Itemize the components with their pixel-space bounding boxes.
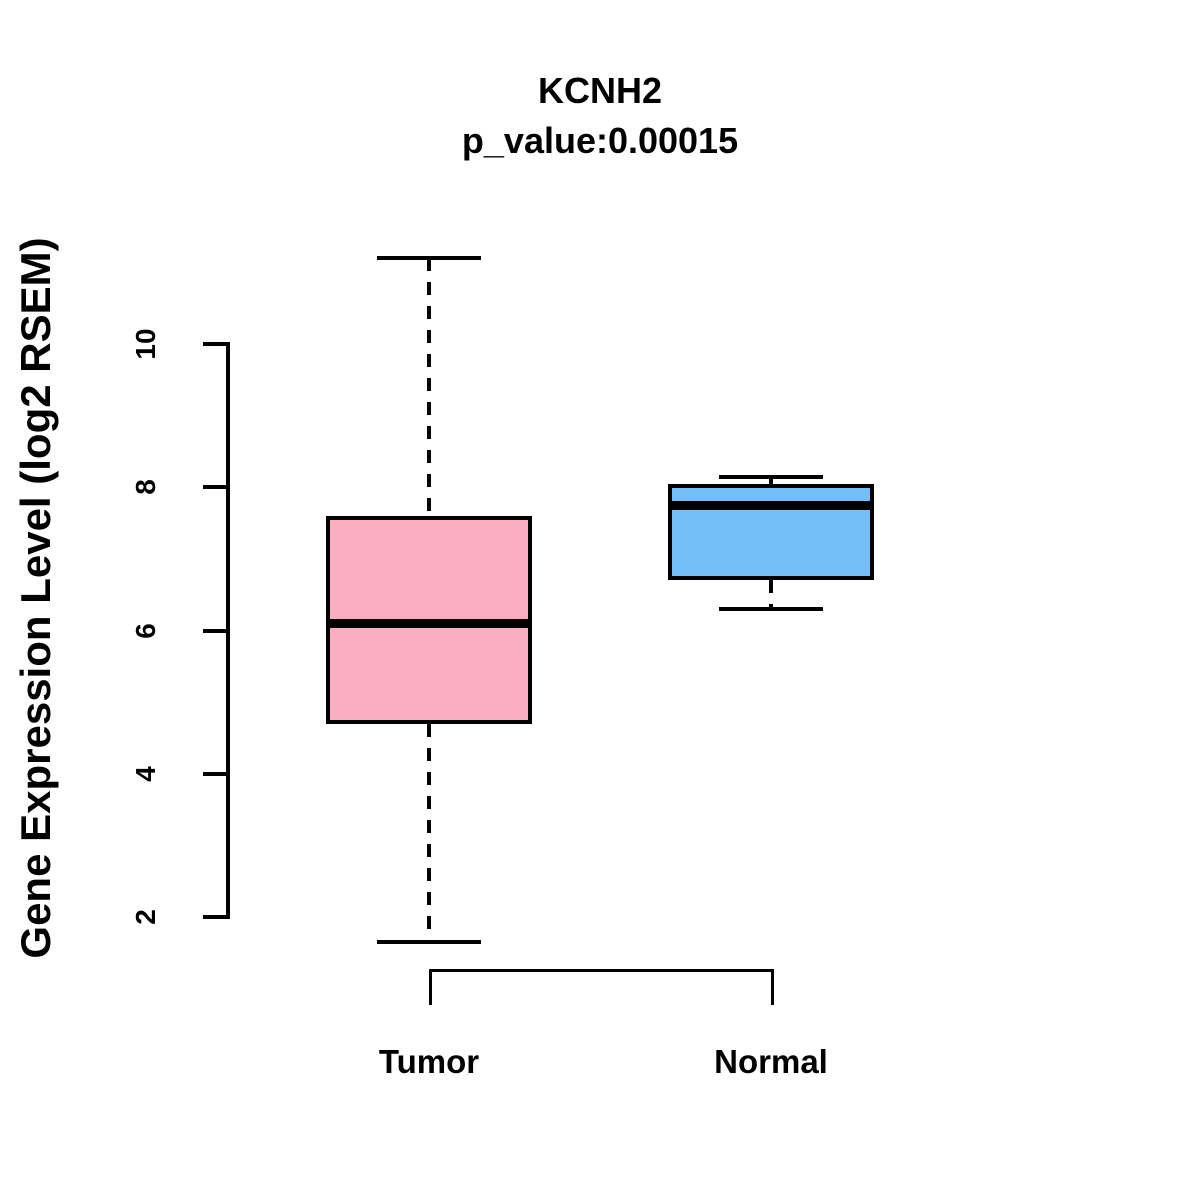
y-axis-tick [203,342,226,346]
whisker-cap-upper [377,256,481,261]
whisker-upper [769,476,773,484]
box-normal [668,483,874,581]
title-block: KCNH2 p_value:0.00015 [0,66,1200,166]
y-axis-tick-label: 6 [130,622,161,639]
y-axis-tick [203,771,226,776]
whisker-upper [427,258,431,516]
x-axis-line [429,969,774,972]
y-axis-line [226,342,230,919]
x-axis-tick-right [771,969,774,1005]
y-axis-tick-label: 4 [130,765,161,782]
x-label-normal: Normal [714,1043,828,1080]
chart-subtitle: p_value:0.00015 [461,120,739,161]
x-axis-tick-left [429,969,432,1005]
y-axis-tick [203,485,226,490]
y-axis-tick-label: 10 [130,328,161,360]
y-axis-tick-label: 2 [130,909,161,925]
chart-title: KCNH2 [537,70,662,111]
whisker-cap-lower [719,607,823,611]
median-line [326,619,532,629]
x-label-tumor: Tumor [378,1043,480,1080]
whisker-lower [427,723,431,943]
whisker-lower [769,580,773,609]
y-axis-tick-label: 8 [130,479,161,496]
y-axis-tick [203,628,226,633]
median-line [668,501,874,511]
whisker-cap-upper [719,474,823,479]
whisker-cap-lower [377,940,481,945]
y-axis-tick [203,915,226,919]
